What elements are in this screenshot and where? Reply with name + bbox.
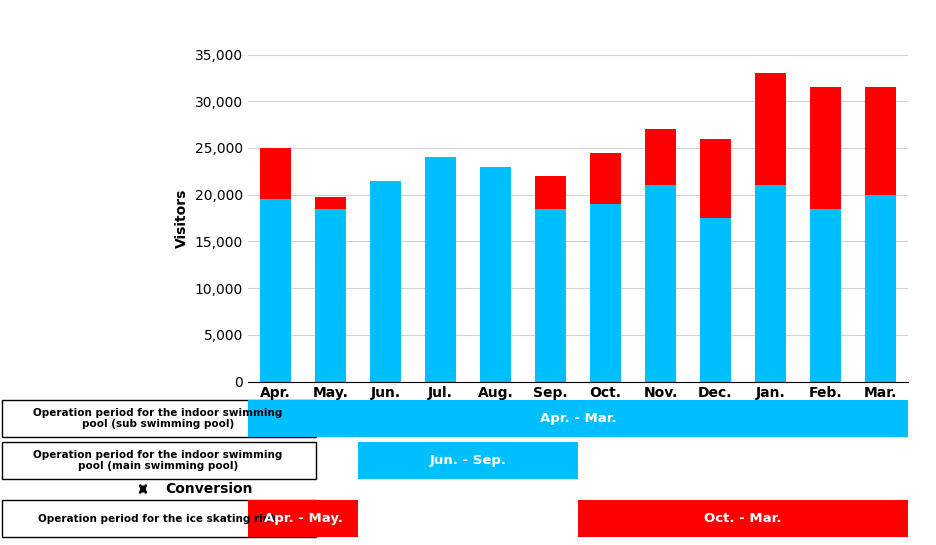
Text: Operation period for the indoor swimming
pool (sub swimming pool): Operation period for the indoor swimming… <box>34 408 283 429</box>
Bar <box>755 73 785 185</box>
Bar <box>811 209 841 382</box>
Bar <box>700 218 731 382</box>
Bar <box>260 148 291 199</box>
Bar <box>260 199 291 382</box>
Bar <box>248 400 908 437</box>
Text: Oct. - Mar.: Oct. - Mar. <box>704 512 782 525</box>
Text: Jun. - Sep.: Jun. - Sep. <box>430 454 506 467</box>
Bar <box>645 129 676 185</box>
Bar <box>315 209 345 382</box>
Bar <box>480 167 511 382</box>
Bar <box>315 197 345 209</box>
Bar <box>425 158 456 382</box>
Bar <box>535 176 565 209</box>
Text: Apr. - May.: Apr. - May. <box>264 512 343 525</box>
Text: Operation period for the ice skating rink: Operation period for the ice skating rin… <box>38 513 278 524</box>
Bar <box>2 400 316 437</box>
Bar <box>645 185 676 382</box>
Text: Apr. - Mar.: Apr. - Mar. <box>540 412 616 425</box>
Bar <box>371 180 401 382</box>
Bar <box>358 442 578 479</box>
Bar <box>755 185 785 382</box>
Text: Conversion: Conversion <box>165 482 253 496</box>
Bar <box>591 153 621 204</box>
Bar <box>2 442 316 479</box>
Bar <box>535 209 565 382</box>
Bar <box>811 87 841 209</box>
Bar <box>591 204 621 382</box>
Bar <box>2 500 316 537</box>
Text: Operation period for the indoor swimming
pool (main swimming pool): Operation period for the indoor swimming… <box>34 450 283 471</box>
Bar <box>865 87 896 195</box>
Y-axis label: Visitors: Visitors <box>175 189 189 247</box>
Bar <box>578 500 908 537</box>
Bar <box>700 138 731 218</box>
Bar <box>248 500 358 537</box>
Bar <box>865 195 896 382</box>
